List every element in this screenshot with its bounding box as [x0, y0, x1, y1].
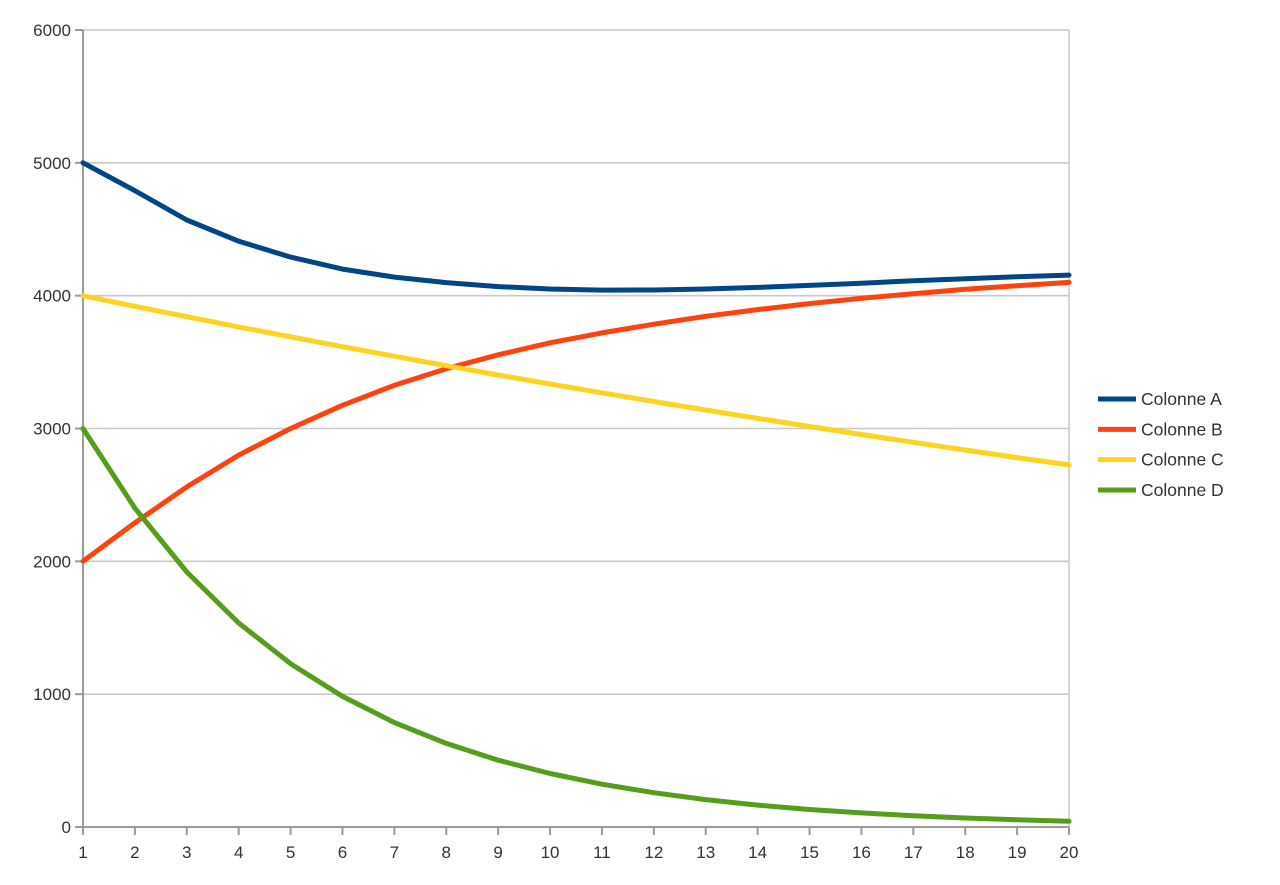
- y-tick-label-1000: 1000: [33, 685, 71, 704]
- x-tick-label-2: 2: [130, 843, 139, 862]
- x-tick-label-16: 16: [852, 843, 871, 862]
- x-tick-label-6: 6: [338, 843, 347, 862]
- y-tick-label-5000: 5000: [33, 154, 71, 173]
- x-tick-label-14: 14: [748, 843, 767, 862]
- y-tick-label-4000: 4000: [33, 287, 71, 306]
- series-line-colonne-b: [80, 279, 1072, 564]
- legend-label-colonne-d: Colonne D: [1141, 480, 1224, 500]
- series-line-colonne-d: [80, 426, 1072, 824]
- x-tick-label-19: 19: [1008, 843, 1027, 862]
- legend-item-colonne-a: Colonne A: [1098, 389, 1222, 409]
- y-tick-label-6000: 6000: [33, 21, 71, 40]
- x-tick-label-13: 13: [696, 843, 715, 862]
- legend-item-colonne-c: Colonne C: [1098, 450, 1224, 470]
- series-line-colonne-c: [80, 293, 1072, 468]
- legend-label-colonne-a: Colonne A: [1141, 389, 1222, 409]
- x-tick-label-1: 1: [78, 843, 87, 862]
- y-tick-label-0: 0: [62, 818, 71, 837]
- x-tick-label-4: 4: [234, 843, 243, 862]
- x-tick-label-9: 9: [493, 843, 502, 862]
- x-tick-label-5: 5: [286, 843, 295, 862]
- axes: [75, 29, 1070, 835]
- y-tick-label-3000: 3000: [33, 420, 71, 439]
- y-tick-label-2000: 2000: [33, 552, 71, 571]
- legend-label-colonne-c: Colonne C: [1141, 450, 1224, 470]
- x-tick-label-18: 18: [956, 843, 975, 862]
- legend-item-colonne-d: Colonne D: [1098, 480, 1224, 500]
- x-tick-label-10: 10: [541, 843, 560, 862]
- x-tick-label-3: 3: [182, 843, 191, 862]
- x-tick-label-12: 12: [644, 843, 663, 862]
- legend-item-colonne-b: Colonne B: [1098, 419, 1223, 439]
- x-tick-label-7: 7: [390, 843, 399, 862]
- legend: Colonne A Colonne B Colonne C Colonne D: [1098, 389, 1224, 500]
- x-tick-label-11: 11: [593, 843, 611, 862]
- x-tick-label-17: 17: [904, 843, 923, 862]
- x-tick-label-15: 15: [800, 843, 819, 862]
- series-lines: [80, 160, 1072, 824]
- gridlines: [83, 29, 1070, 827]
- series-line-colonne-a: [80, 160, 1072, 293]
- x-tick-label-8: 8: [442, 843, 451, 862]
- x-tick-label-20: 20: [1060, 843, 1079, 862]
- legend-label-colonne-b: Colonne B: [1141, 419, 1223, 439]
